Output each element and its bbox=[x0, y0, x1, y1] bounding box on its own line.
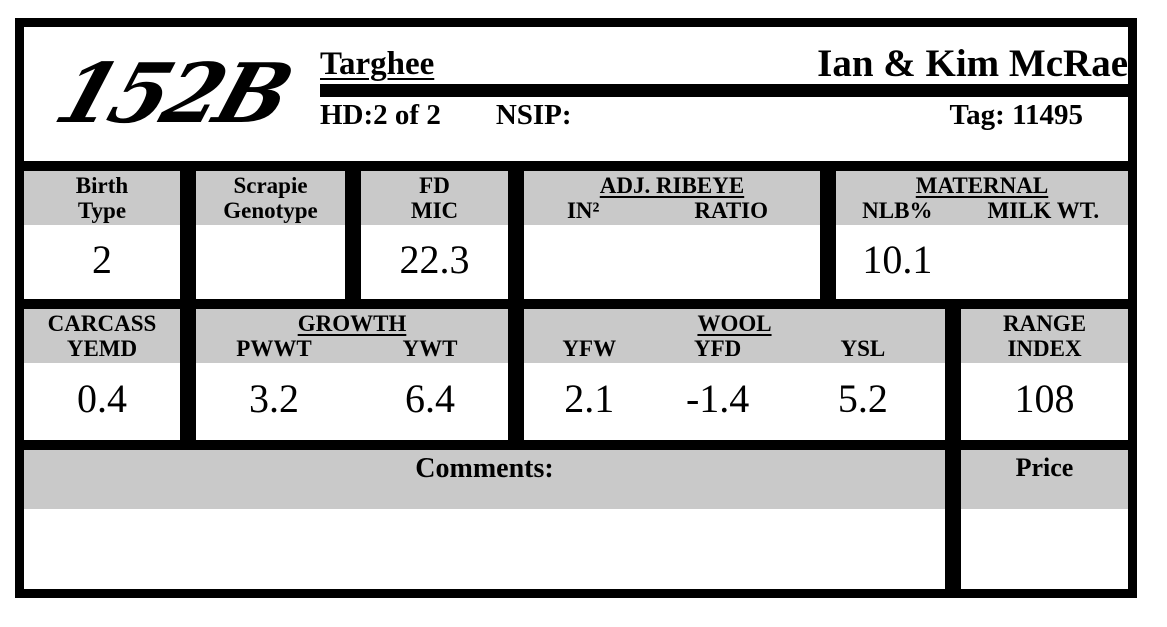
nlb-label: NLB% bbox=[862, 198, 933, 223]
carcass-yemd-header: CARCASS YEMD bbox=[24, 309, 180, 363]
birth-type-cell: Birth Type 2 bbox=[24, 171, 180, 299]
card-header: 152B Targhee Ian & Kim McRae HD:2 of 2 N… bbox=[24, 27, 1128, 161]
birth-type-label-line1: Birth bbox=[75, 172, 129, 198]
stats-row-3: Comments: Price bbox=[24, 450, 1128, 589]
stats-row-1: Birth Type 2 Scrapie Genotype FD MIC 22.… bbox=[24, 171, 1128, 299]
carcass-label-line2: YEMD bbox=[66, 336, 138, 361]
yfd-value: -1.4 bbox=[685, 376, 750, 421]
birth-type-value: 2 bbox=[92, 236, 112, 282]
wool-header: WOOL YFW YFD YSL bbox=[524, 309, 945, 363]
ysl-value: 5.2 bbox=[837, 376, 888, 421]
price-value-area bbox=[961, 509, 1128, 589]
nsip-label: NSIP: bbox=[495, 99, 572, 131]
carcass-yemd-cell: CARCASS YEMD 0.4 bbox=[24, 309, 180, 440]
yfd-label: YFD bbox=[694, 336, 742, 361]
comments-cell: Comments: bbox=[24, 450, 945, 589]
maternal-subheaders: NLB% MILK WT. bbox=[836, 198, 1128, 223]
header-bottom-line: HD:2 of 2 NSIP: Tag: 11495 bbox=[320, 97, 1128, 161]
ribeye-in2-label: IN² bbox=[566, 198, 600, 223]
header-right: Targhee Ian & Kim McRae HD:2 of 2 NSIP: … bbox=[320, 27, 1128, 161]
fd-mic-cell: FD MIC 22.3 bbox=[361, 171, 508, 299]
price-header: Price bbox=[961, 450, 1128, 509]
ear-tag-number-logo: 152B bbox=[44, 46, 300, 142]
pwwt-label: PWWT bbox=[236, 336, 312, 361]
tag-number: Tag: 11495 bbox=[949, 99, 1084, 131]
comments-header: Comments: bbox=[24, 450, 945, 509]
birth-type-label-line2: Type bbox=[77, 198, 127, 223]
adj-ribeye-subheaders: IN² RATIO bbox=[524, 198, 820, 223]
head-count: HD:2 of 2 bbox=[320, 99, 441, 131]
birth-type-header: Birth Type bbox=[24, 171, 180, 225]
range-label-line2: INDEX bbox=[1007, 336, 1082, 361]
stats-row-2: CARCASS YEMD 0.4 GROWTH PWWT YWT 3.2 6.4… bbox=[24, 309, 1128, 440]
carcass-label-line1: CARCASS bbox=[47, 310, 157, 336]
header-top-line: Targhee Ian & Kim McRae bbox=[320, 27, 1128, 84]
scrapie-label-line1: Scrapie bbox=[233, 172, 308, 198]
yfw-label: YFW bbox=[562, 336, 617, 361]
adj-ribeye-header: ADJ. RIBEYE IN² RATIO bbox=[524, 171, 820, 225]
scrapie-label-line2: Genotype bbox=[223, 198, 318, 223]
yfw-value: 2.1 bbox=[564, 376, 615, 421]
maternal-cell: MATERNAL NLB% MILK WT. 10.1 bbox=[836, 171, 1128, 299]
ribeye-ratio-label: RATIO bbox=[694, 198, 769, 223]
fd-label-line1: FD bbox=[419, 172, 450, 198]
ywt-value: 6.4 bbox=[405, 376, 455, 421]
fd-mic-header: FD MIC bbox=[361, 171, 508, 225]
range-index-cell: RANGE INDEX 108 bbox=[961, 309, 1128, 440]
adj-ribeye-cell: ADJ. RIBEYE IN² RATIO bbox=[524, 171, 820, 299]
range-index-header: RANGE INDEX bbox=[961, 309, 1128, 363]
maternal-values: 10.1 bbox=[836, 225, 1128, 299]
maternal-title: MATERNAL bbox=[915, 172, 1049, 198]
price-cell: Price bbox=[961, 450, 1128, 589]
adj-ribeye-title: ADJ. RIBEYE bbox=[599, 172, 745, 198]
header-divider-bar bbox=[320, 84, 1128, 97]
growth-subheaders: PWWT YWT bbox=[196, 336, 508, 361]
wool-cell: WOOL YFW YFD YSL 2.1 -1.4 5.2 bbox=[524, 309, 945, 440]
growth-cell: GROWTH PWWT YWT 3.2 6.4 bbox=[196, 309, 508, 440]
maternal-header: MATERNAL NLB% MILK WT. bbox=[836, 171, 1128, 225]
ysl-label: YSL bbox=[840, 336, 886, 361]
ywt-label: YWT bbox=[402, 336, 458, 361]
pwwt-value: 3.2 bbox=[249, 376, 299, 421]
carcass-yemd-value: 0.4 bbox=[77, 376, 127, 421]
breed-name: Targhee bbox=[320, 46, 435, 82]
range-label-line1: RANGE bbox=[1002, 310, 1087, 336]
nlb-value: 10.1 bbox=[862, 236, 933, 282]
fd-label-line2: MIC bbox=[410, 198, 459, 223]
growth-title: GROWTH bbox=[297, 310, 407, 336]
scrapie-genotype-value bbox=[196, 225, 345, 299]
ear-tag-logo-box: 152B bbox=[24, 27, 320, 161]
fd-mic-value: 22.3 bbox=[399, 236, 470, 282]
wool-subheaders: YFW YFD YSL bbox=[524, 336, 945, 361]
adj-ribeye-values bbox=[524, 225, 820, 299]
sale-card: 152B Targhee Ian & Kim McRae HD:2 of 2 N… bbox=[15, 18, 1137, 598]
scrapie-genotype-header: Scrapie Genotype bbox=[196, 171, 345, 225]
range-index-value: 108 bbox=[1014, 376, 1075, 421]
comments-value-area bbox=[24, 509, 945, 589]
wool-values: 2.1 -1.4 5.2 bbox=[524, 363, 945, 440]
wool-title: WOOL bbox=[697, 310, 772, 336]
scrapie-genotype-cell: Scrapie Genotype bbox=[196, 171, 345, 299]
growth-values: 3.2 6.4 bbox=[196, 363, 508, 440]
owner-name: Ian & Kim McRae bbox=[817, 42, 1128, 85]
milk-wt-label: MILK WT. bbox=[987, 198, 1100, 223]
growth-header: GROWTH PWWT YWT bbox=[196, 309, 508, 363]
